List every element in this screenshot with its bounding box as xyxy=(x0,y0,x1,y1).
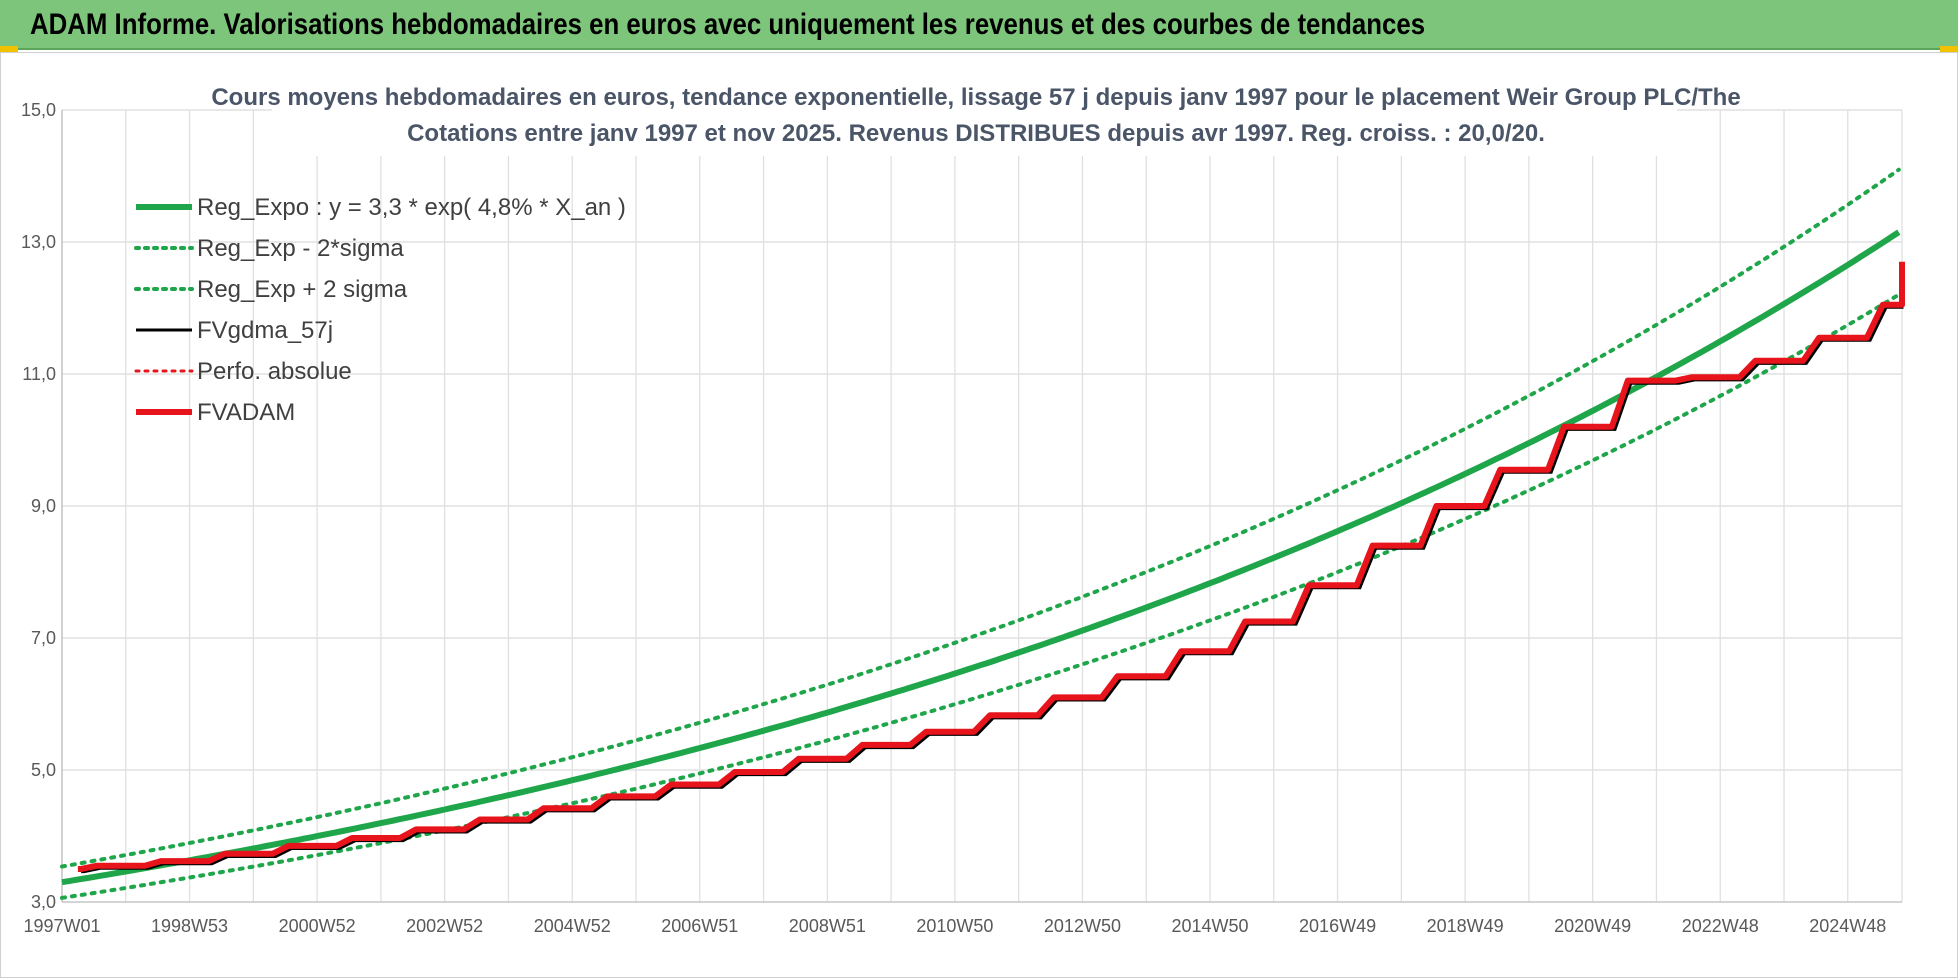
legend-label: FVADAM xyxy=(197,399,295,426)
x-tick-label: 1997W01 xyxy=(23,916,100,936)
legend-label: Reg_Exp - 2*sigma xyxy=(197,235,404,262)
legend-label: Perfo. absolue xyxy=(197,358,352,385)
series-reg-exp-plus-2sigma xyxy=(60,167,1901,869)
chart-title-background xyxy=(272,76,1677,156)
x-tick-label: 2010W50 xyxy=(916,916,993,936)
series-fvadam xyxy=(77,261,1905,872)
legend-label: Reg_Expo : y = 3,3 * exp( 4,8% * X_an ) xyxy=(197,194,626,221)
banner-title: ADAM Informe. Valorisations hebdomadaire… xyxy=(30,8,1426,41)
x-axis-ticks: 1997W01 1998W53 2000W52 2002W52 2004W52 2006W… xyxy=(23,916,1886,936)
y-tick-label: 11,0 xyxy=(22,364,56,384)
x-tick-label: 2016W49 xyxy=(1299,916,1376,936)
corner-marker-left xyxy=(0,46,18,52)
chart-title-line-1: Cours moyens hebdomadaires en euros, ten… xyxy=(211,84,1740,111)
x-tick-label: 2004W52 xyxy=(534,916,611,936)
x-tick-label: 2012W50 xyxy=(1044,916,1121,936)
x-tick-label: 2020W49 xyxy=(1554,916,1631,936)
y-tick-label: 13,0 xyxy=(21,232,56,252)
grid xyxy=(61,109,1903,903)
x-tick-label: 1998W53 xyxy=(151,916,228,936)
series-reg-expo xyxy=(61,229,1901,886)
series-reg-exp-minus-2sigma xyxy=(60,292,1901,900)
legend-label: Reg_Exp + 2 sigma xyxy=(197,276,408,303)
series-fvgdma-57j xyxy=(81,264,1904,874)
legend-label: FVgdma_57j xyxy=(197,317,333,344)
x-tick-label: 2002W52 xyxy=(406,916,483,936)
legend: Reg_Expo : y = 3,3 * exp( 4,8% * X_an ) R… xyxy=(134,194,626,426)
y-tick-label: 9,0 xyxy=(31,496,56,516)
x-tick-label: 2018W49 xyxy=(1427,916,1504,936)
y-tick-label: 15,0 xyxy=(21,100,56,120)
series-lines xyxy=(60,167,1905,900)
x-tick-label: 2000W52 xyxy=(279,916,356,936)
x-tick-label: 2014W50 xyxy=(1171,916,1248,936)
x-tick-label: 2024W48 xyxy=(1809,916,1886,936)
x-tick-label: 2006W51 xyxy=(661,916,738,936)
corner-marker-right xyxy=(1940,46,1958,52)
chart-title-line-2: Cotations entre janv 1997 et nov 2025. R… xyxy=(407,120,1545,147)
y-axis-ticks: 3,0 5,0 7,0 9,0 11,0 13,0 15,0 xyxy=(21,100,56,912)
title-banner: ADAM Informe. Valorisations hebdomadaire… xyxy=(0,0,1958,50)
y-tick-label: 3,0 xyxy=(31,892,56,912)
chart-title: Cours moyens hebdomadaires en euros, ten… xyxy=(211,76,1741,156)
y-tick-label: 5,0 xyxy=(31,760,56,780)
x-tick-label: 2008W51 xyxy=(789,916,866,936)
y-tick-label: 7,0 xyxy=(31,628,56,648)
x-tick-label: 2022W48 xyxy=(1682,916,1759,936)
